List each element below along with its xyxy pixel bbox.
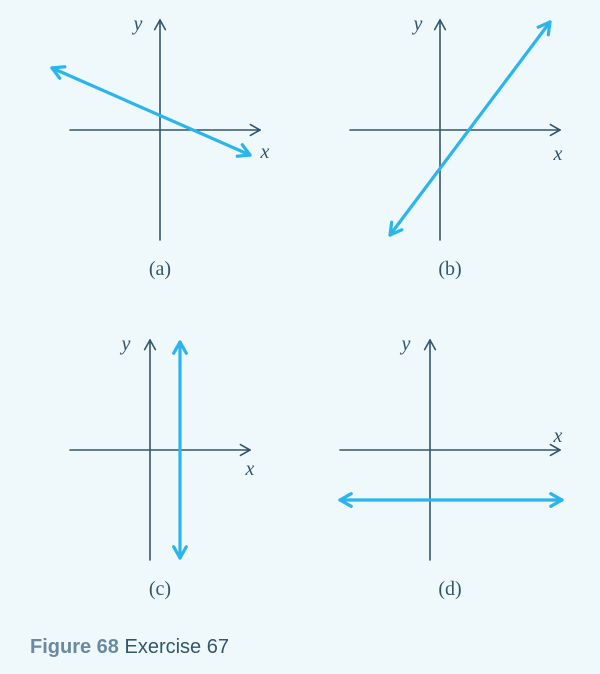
- figure-caption-text: Exercise 67: [124, 636, 229, 658]
- panel-c: yx(c): [40, 330, 280, 570]
- x-axis-label: x: [553, 143, 563, 165]
- axes-b: yx: [330, 10, 570, 250]
- panel-b: yx(b): [330, 10, 570, 250]
- figure-number: Figure 68: [30, 636, 119, 658]
- axes-a: yx: [40, 10, 280, 250]
- x-axis-label: x: [260, 141, 270, 163]
- y-axis-label: y: [132, 13, 143, 35]
- y-axis-label: y: [120, 333, 131, 355]
- figure-caption: Figure 68 Exercise 67: [30, 636, 229, 659]
- axes-c: yx: [40, 330, 280, 570]
- y-axis-label: y: [400, 333, 411, 355]
- x-axis-label: x: [245, 458, 255, 480]
- panel-sub-label-d: (d): [330, 578, 570, 601]
- panel-sub-label-b: (b): [330, 258, 570, 281]
- x-axis-label: x: [553, 425, 563, 447]
- y-axis-label: y: [412, 13, 423, 35]
- panel-sub-label-c: (c): [40, 578, 280, 601]
- panel-sub-label-a: (a): [40, 258, 280, 281]
- panel-d: yx(d): [330, 330, 570, 570]
- panel-a: yx(a): [40, 10, 280, 250]
- axes-d: yx: [330, 330, 570, 570]
